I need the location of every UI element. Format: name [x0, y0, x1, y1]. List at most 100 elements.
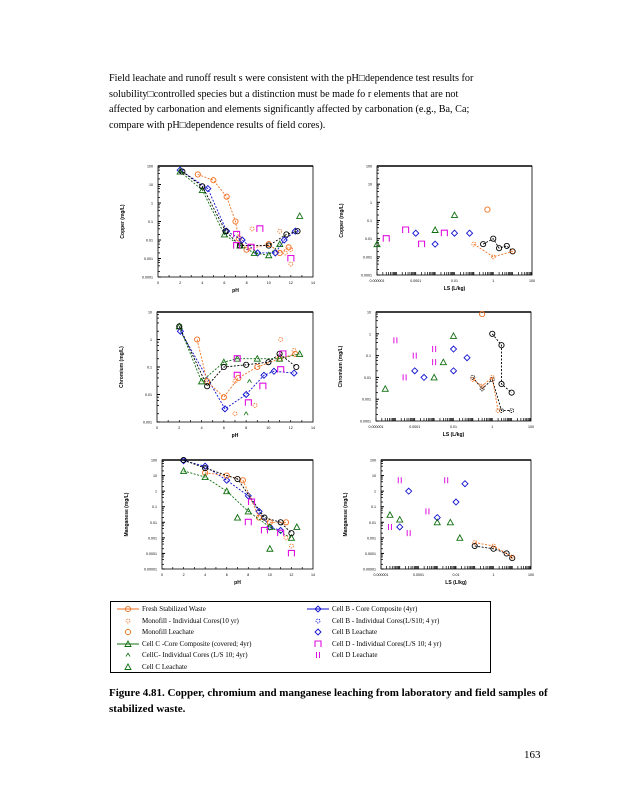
- square-marker: [277, 366, 285, 373]
- series-line: [473, 243, 513, 258]
- y-tick-label: 1: [155, 490, 157, 494]
- x-axis-label: pH: [232, 288, 239, 294]
- triangle-marker: [222, 487, 231, 495]
- circle-marker: [498, 342, 505, 349]
- x-tick-label: 2: [179, 281, 181, 285]
- x-tick-label: 6: [226, 573, 228, 577]
- series-line: [474, 545, 513, 559]
- triangle-marker: [247, 379, 252, 384]
- bar-marker: [444, 477, 449, 484]
- series: [233, 513, 301, 552]
- diamond-marker: [277, 526, 285, 535]
- x-tick-label: 100: [528, 573, 534, 577]
- square-marker: [279, 350, 287, 357]
- series: [411, 345, 471, 382]
- paragraph-line: affected by carbonation and elements sig…: [109, 104, 470, 115]
- y-axis-label: Chromium (mg/L): [119, 346, 125, 388]
- triangle-marker: [449, 331, 458, 339]
- square-marker: [277, 529, 285, 537]
- circle-marker: [479, 383, 485, 389]
- y-tick-label: 0.01: [364, 376, 371, 380]
- diamond-marker: [465, 229, 474, 237]
- x-tick-label: 10: [266, 426, 270, 430]
- diamond-marker: [204, 184, 212, 193]
- series-line: [472, 376, 499, 411]
- x-axis-label: pH: [232, 433, 239, 439]
- circle-marker: [282, 250, 288, 256]
- series: [471, 542, 516, 562]
- y-axis-label: Chromium (mg/L): [338, 345, 344, 387]
- circle-marker: [479, 386, 485, 392]
- series: [393, 337, 437, 381]
- chart-cr-ph: 0.001 0.01 0.1 1 10 0 2 4 6 8 10 12 14 pH Chromium (mg…: [119, 311, 315, 440]
- y-tick-label: 0.01: [146, 239, 153, 243]
- triangle-legend-icon: [124, 662, 132, 670]
- legend-item: Cell B - Core Composite (4yr): [307, 605, 417, 613]
- square-marker: [233, 371, 241, 379]
- diamond-marker: [290, 369, 298, 377]
- series: [412, 229, 474, 248]
- legend-item: Cell B - Individual Cores(L/S10; 4 yr): [307, 617, 439, 625]
- chart-cu-ph: 0.0001 0.001 0.01 0.1 1 10 100 0 2 4 6 8 10 12 14 pH Cop…: [120, 165, 315, 295]
- y-tick-label: 0.00001: [144, 568, 157, 572]
- y-tick-label: 1: [370, 201, 372, 205]
- x-tick-label: 8: [246, 281, 248, 285]
- circle-marker: [503, 550, 510, 557]
- series-line: [178, 326, 300, 383]
- diamond-marker: [412, 229, 420, 237]
- legend-item: CellC- Individual Cores (L/S 10; 4yr): [117, 651, 248, 659]
- x-tick-label: 12: [289, 281, 293, 285]
- series: [489, 330, 515, 396]
- diamond-marker: [291, 227, 299, 235]
- x-tick-label: 0: [157, 281, 159, 285]
- triangle-marker: [233, 513, 242, 521]
- square-marker: [244, 518, 252, 526]
- circle-marker: [472, 540, 478, 545]
- circle-marker: [232, 378, 238, 384]
- circle-marker: [480, 241, 487, 248]
- triangle-marker: [197, 377, 206, 385]
- page-number: 163: [524, 749, 541, 761]
- circle-marker: [265, 359, 272, 366]
- circle-marker: [254, 363, 261, 371]
- diamond-marker: [280, 236, 288, 244]
- triangle-marker: [439, 358, 448, 366]
- triangle-marker: [293, 523, 301, 530]
- bar-marker: [412, 352, 417, 359]
- circle-marker: [194, 336, 201, 343]
- y-tick-label: 1: [150, 338, 152, 342]
- circle-marker: [179, 168, 186, 175]
- series: [387, 477, 449, 537]
- legend-item: Cell B Leachate: [307, 628, 377, 636]
- y-tick-label: 100: [370, 459, 376, 463]
- series-line: [183, 460, 281, 531]
- diamond-marker: [314, 628, 322, 636]
- series: [243, 379, 252, 416]
- triangle-marker: [381, 384, 390, 392]
- x-tick-label: 10: [267, 281, 271, 285]
- x-tick-label: 100: [529, 279, 535, 283]
- x-tick-label: 0.01: [451, 279, 458, 283]
- circle-marker: [194, 171, 201, 178]
- circle-marker: [288, 261, 294, 267]
- x-tick-label: 0.0001: [409, 425, 420, 429]
- square-marker: [233, 355, 241, 362]
- square-marker: [260, 526, 269, 534]
- y-tick-label: 0.1: [366, 354, 371, 358]
- series-line: [474, 542, 513, 558]
- legend-item: Monofill - Individual Cores(10 yr): [117, 617, 239, 625]
- square-marker: [244, 399, 252, 406]
- paragraph-line: solubility□controlled species but a dist…: [109, 88, 459, 100]
- triangle-small-legend-icon: [125, 652, 131, 657]
- diamond-marker: [179, 457, 188, 465]
- plot-frame: [380, 459, 532, 570]
- diamond-marker: [449, 367, 458, 375]
- triangle-marker: [201, 473, 209, 481]
- y-axis-label: Copper (mg/L): [120, 204, 126, 238]
- circle-marker: [265, 242, 272, 249]
- diamond-marker: [255, 507, 263, 516]
- x-tick-label: 0.01: [450, 425, 457, 429]
- diamond-marker: [450, 229, 459, 237]
